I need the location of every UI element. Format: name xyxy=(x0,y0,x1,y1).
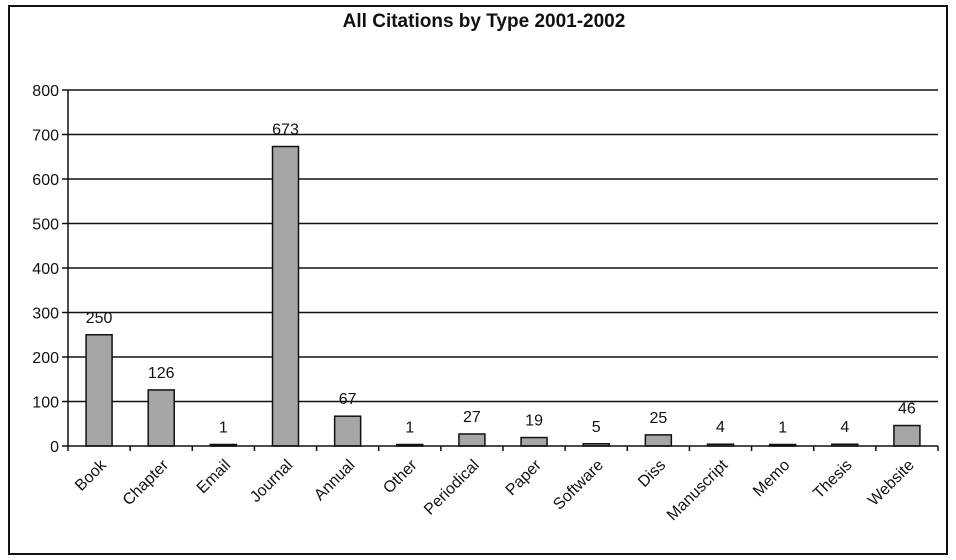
x-tick-label-journal: Journal xyxy=(247,457,296,506)
chart-title: All Citations by Type 2001-2002 xyxy=(343,11,626,32)
x-tick-label-book: Book xyxy=(72,456,111,495)
bars xyxy=(85,145,921,447)
y-tick-label: 100 xyxy=(32,395,59,412)
bar-periodical xyxy=(458,433,486,447)
bar-diss xyxy=(644,434,673,447)
chart-frame xyxy=(8,5,948,555)
x-tick-label-memo: Memo xyxy=(750,457,794,501)
x-tick-label-annual: Annual xyxy=(311,457,358,504)
data-label-journal: 673 xyxy=(272,122,299,139)
x-axis: Book Chapter Email Journal Annual Other Period… xyxy=(67,445,939,524)
y-tick-label: 400 xyxy=(32,261,59,278)
y-tick-label: 700 xyxy=(32,128,59,145)
data-label-chapter: 126 xyxy=(148,365,175,382)
x-tick-label-manuscript: Manuscript xyxy=(664,456,732,524)
data-label-website: 46 xyxy=(898,401,916,418)
data-label-memo: 1 xyxy=(778,420,787,437)
y-tick-label: 800 xyxy=(32,83,59,100)
data-label-other: 1 xyxy=(405,420,414,437)
bar-paper xyxy=(520,436,548,447)
y-tick-label: 200 xyxy=(32,350,59,367)
x-tick-label-chapter: Chapter xyxy=(120,456,173,509)
bar-website xyxy=(893,424,921,447)
gridlines xyxy=(68,89,938,403)
data-label-annual: 67 xyxy=(339,391,357,408)
data-label-book: 250 xyxy=(86,310,113,327)
data-label-periodical: 27 xyxy=(463,409,481,426)
y-tick-label: 500 xyxy=(32,217,59,234)
data-label-diss: 25 xyxy=(649,410,667,427)
x-tick-label-email: Email xyxy=(194,457,234,497)
data-label-email: 1 xyxy=(219,420,228,437)
data-label-paper: 19 xyxy=(525,413,543,430)
y-tick-label: 300 xyxy=(32,306,59,323)
data-label-software: 5 xyxy=(592,419,601,436)
data-labels: 250 126 1 673 67 1 27 19 5 25 4 1 4 46 xyxy=(86,122,916,437)
data-label-thesis: 4 xyxy=(840,419,849,436)
y-tick-label: 0 xyxy=(50,439,59,456)
x-tick-label-diss: Diss xyxy=(635,457,669,491)
bar-chapter xyxy=(147,389,175,447)
x-tick-label-website: Website xyxy=(865,457,918,510)
x-tick-label-software: Software xyxy=(550,457,607,514)
x-tick-label-thesis: Thesis xyxy=(810,457,855,502)
x-tick-label-other: Other xyxy=(380,456,421,497)
bar-journal xyxy=(271,145,300,447)
x-tick-label-periodical: Periodical xyxy=(421,457,483,519)
x-tick-label-paper: Paper xyxy=(503,456,546,499)
bar-annual xyxy=(333,415,362,447)
bar-book xyxy=(85,334,113,447)
data-label-manuscript: 4 xyxy=(716,419,725,436)
y-axis: 0 100 200 300 400 500 600 700 800 xyxy=(32,83,69,456)
y-tick-label: 600 xyxy=(32,172,59,189)
